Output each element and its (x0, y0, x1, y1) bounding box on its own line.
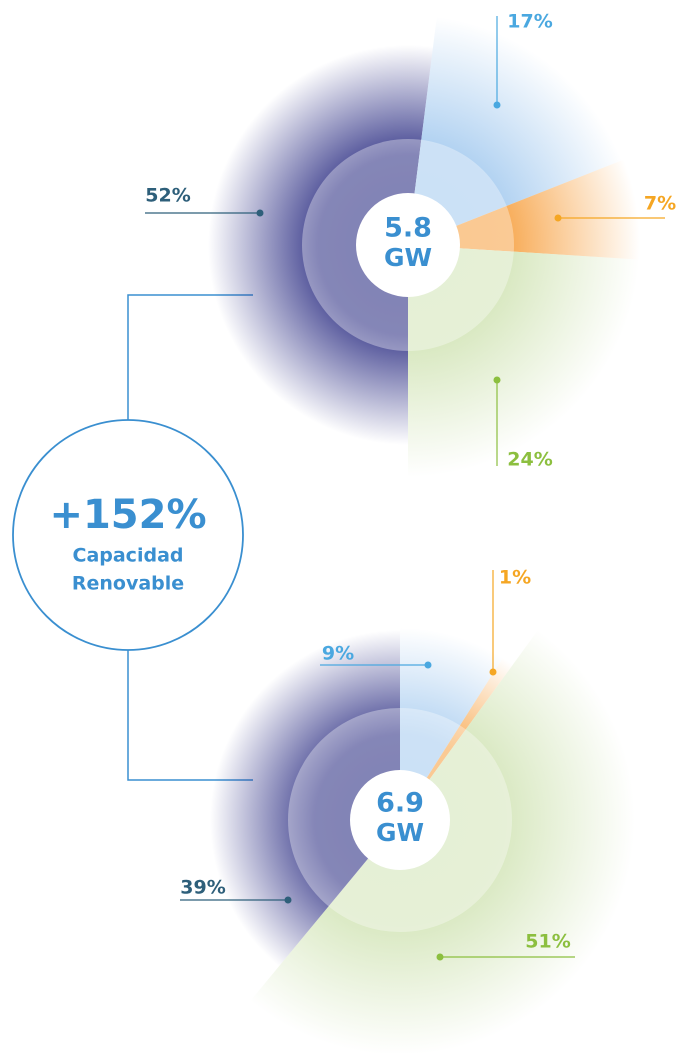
pie-slice (408, 159, 640, 260)
value-label: 17% (507, 11, 552, 33)
callout-value: +152% (49, 492, 206, 538)
leader-dot (489, 668, 497, 676)
pie-slice (408, 16, 622, 246)
leader-dot (554, 214, 562, 222)
leader-dot (493, 376, 501, 384)
leader-dot (436, 953, 444, 961)
value-label: 7% (644, 193, 676, 215)
leader-dot (424, 661, 432, 669)
center-value: 5.8 (384, 213, 432, 244)
value-label: 51% (525, 931, 570, 953)
leader-dot (256, 209, 264, 217)
leader-dot (493, 101, 501, 109)
center-unit: GW (384, 243, 432, 272)
pie-slice (210, 630, 400, 967)
pie-slice (207, 44, 434, 445)
connectors (127, 294, 253, 781)
leader-dot (284, 896, 292, 904)
callout-label: Capacidad (73, 545, 184, 567)
pie-chart: 5.8GW 52% 17% 7% 24% (145, 11, 676, 477)
connector (127, 650, 253, 781)
pie-slice (408, 245, 640, 477)
value-label: 52% (145, 185, 190, 207)
center-hole (350, 770, 450, 870)
pie-slice (400, 628, 503, 820)
value-label: 1% (499, 567, 531, 589)
callout-circle (12, 419, 244, 651)
connector (127, 294, 253, 420)
callout-label: Renovable (72, 573, 184, 595)
center-hole (356, 193, 460, 297)
value-label: 24% (507, 449, 552, 471)
center-unit: GW (376, 818, 424, 847)
value-label: 39% (180, 877, 225, 899)
pie-chart: 6.9GW 9% 1% 51% 39% (180, 567, 635, 1053)
value-label: 9% (322, 643, 354, 665)
center-value: 6.9 (376, 788, 424, 819)
